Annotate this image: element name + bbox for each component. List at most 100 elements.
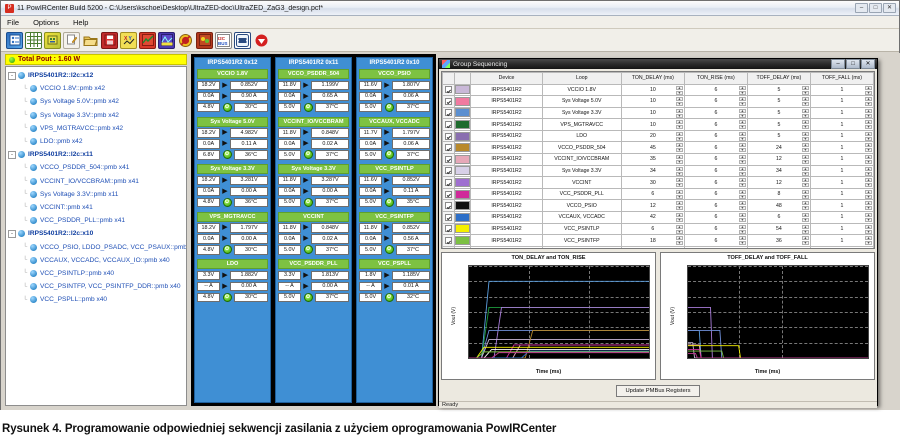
fault-stop-icon[interactable] [177,32,194,49]
menu-item-options[interactable]: Options [33,17,59,27]
table-row[interactable]: IRPS5401R2 LDO 20 ▲ ▼ 6 ▲ ▼ 5 ▲ ▼ 1 ▲ ▼ [442,129,874,143]
row-toff-delay[interactable]: 34 ▲ ▼ [746,164,811,178]
spinner-control[interactable]: ▲▼ [738,247,746,248]
row-ton-rise[interactable]: 6▲▼ [683,176,748,189]
row-ton-rise[interactable]: 6▲▼ [683,222,748,236]
spinner-control[interactable]: ▲▼ [675,189,683,199]
rail-block[interactable]: VCC_PSINTLP 11.6V ▶ 0.852V 0.0A ▶ 0.11 A 5.0V ⏻ 3… [357,163,432,211]
row-color-swatch[interactable] [454,199,472,213]
tree-expand-toggle[interactable]: - [8,150,16,159]
table-row[interactable]: IRPS5401R2 VCCO_PSDDR_504 45 ▲ ▼ 6 ▲ ▼ 24 ▲ ▼ 1 ▲ ▼ [442,141,874,155]
tree-rail-node[interactable]: └ VCCIO 1.8V::pmb x42 [8,82,186,95]
table-column-header[interactable] [442,72,456,85]
tree-rail-node[interactable]: └ VCC_PSDDR_PLL::pmb x41 [8,214,186,227]
minimize-button[interactable]: – [855,3,868,13]
spinner-control[interactable]: ▲▼ [801,213,809,223]
table-row[interactable]: IRPS5401R2 Sys Voltage 3.3V 34 ▲ ▼ 6 ▲ ▼ 34 ▲ ▼ 1 ▲ ▼ [442,164,874,178]
maximize-button[interactable]: □ [869,3,882,13]
row-enable-checkbox[interactable] [442,129,456,143]
spinner-control[interactable]: ▲▼ [801,120,809,130]
table-row[interactable]: IRPS5401R2 VCCO_PSIO 12 ▲ ▼ 6 ▲ ▼ 48 ▲ ▼ 1 ▲ ▼ [442,199,874,213]
spinner-control[interactable]: ▲▼ [675,120,683,130]
power-on-icon[interactable]: ⏻ [222,245,233,255]
spinner-control[interactable]: ▲▼ [865,143,872,153]
row-ton-delay[interactable]: 45 ▲ ▼ [620,141,685,155]
row-color-swatch[interactable] [454,176,472,189]
spinner-control[interactable]: ▲▼ [675,108,683,118]
row-ton-rise[interactable]: 6▲▼ [683,164,748,178]
row-enable-checkbox[interactable] [442,95,456,108]
spinner-control[interactable]: ▲▼ [738,85,746,95]
row-ton-rise[interactable]: 6▲▼ [683,153,748,166]
spinner-control[interactable]: ▲▼ [675,166,683,176]
spinner-control[interactable]: ▲▼ [865,247,872,248]
rail-block[interactable]: VCCINT 11.8V ▶ 0.848V 0.0A ▶ 0.02 A 5.0V ⏻ 37°C [276,211,351,259]
spinner-control[interactable]: ▲▼ [801,178,809,188]
row-toff-fall[interactable]: 1▲▼ [809,141,874,155]
spinner-control[interactable]: ▲▼ [801,108,809,118]
tree-rail-node[interactable]: └ VCC_PSPLL::pmb x40 [8,293,186,306]
spinner-control[interactable]: ▲▼ [801,97,809,107]
row-ton-delay[interactable]: 10 ▲ ▼ [620,118,685,131]
rail-block[interactable]: VCCIO 1.8V 18.2V ▶ 0.852V 0.0A ▶ 0.90 A 4.8V ⏻ 30… [195,68,270,116]
spinner-control[interactable]: ▲▼ [675,201,683,211]
row-enable-checkbox[interactable] [442,176,456,189]
spinner-control[interactable]: ▲▼ [675,143,683,153]
rail-block[interactable]: VCCAUX, VCCADC 11.7V ▶ 1.797V 0.0A ▶ 0.06 A 5.0… [357,116,432,164]
tree-rail-node[interactable]: └ VPS_MGTRAVCC::pmb x42 [8,122,186,135]
table-row[interactable]: IRPS5401R2 Sys Voltage 5.0V 10 ▲ ▼ 6 ▲ ▼ 5 ▲ ▼ 1 ▲ ▼ [442,95,874,108]
spinner-control[interactable]: ▲▼ [738,155,746,165]
new-project-icon[interactable] [6,31,23,49]
row-ton-delay[interactable]: 6▲▼ [620,222,685,236]
row-toff-delay[interactable]: 5 ▲ ▼ [746,106,811,120]
spinner-control[interactable]: ▲▼ [865,131,872,141]
row-enable-checkbox[interactable] [442,211,456,224]
power-on-icon[interactable]: ⏻ [384,102,395,113]
tree-device-node[interactable]: - IRPS5401R2::I2c:x10 [8,227,186,240]
tree-expand-toggle[interactable]: - [8,71,16,80]
row-enable-checkbox[interactable] [442,187,456,201]
row-ton-delay[interactable]: 10 ▲ ▼ [620,83,685,97]
spinner-control[interactable]: ▲▼ [801,131,809,141]
row-ton-rise[interactable]: 6▲▼ [683,95,748,108]
row-ton-delay[interactable]: 35 ▲ ▼ [620,153,685,166]
spinner-control[interactable]: ▲▼ [801,236,809,246]
rail-block[interactable]: VCC_PSPLL 1.8V ▶ 1.185V -- A ▶ 0.01 A 5.0V ⏻ 32°C [357,258,432,306]
row-ton-rise[interactable]: 6▲▼ [683,187,748,201]
row-color-swatch[interactable] [454,234,472,247]
tree-expand-toggle[interactable]: - [8,229,16,238]
tree-rail-node[interactable]: └ VCCO_PSDDR_504::pmb x41 [8,161,186,174]
row-ton-rise[interactable]: 6▲▼ [683,245,748,248]
row-ton-delay[interactable]: 6▲▼ [620,187,685,201]
spinner-control[interactable]: ▲▼ [865,155,872,165]
table-row[interactable]: IRPS5401R2 VCC_PSINTLP 6 ▲ ▼ 6 ▲ ▼ 54 ▲ ▼ 1 ▲ ▼ [442,222,874,236]
table-column-header[interactable]: Loop [541,72,622,85]
table-row[interactable]: IRPS5401R2 VCCIO 1.8V 10 ▲ ▼ 6 ▲ ▼ 5 ▲ ▼ 1 ▲ ▼ [442,83,874,97]
i2c-bus-icon[interactable]: I2C BUS [215,31,232,49]
tree-rail-node[interactable]: └ Sys Voltage 3.3V::pmb x11 [8,188,186,201]
row-toff-fall[interactable]: 1▲▼ [809,211,874,224]
row-enable-checkbox[interactable] [442,118,456,131]
spinner-control[interactable]: ▲▼ [675,131,683,141]
power-on-icon[interactable]: ⏻ [303,102,314,113]
rail-block[interactable]: VPS_MGTRAVCC 18.2V ▶ 1.797V 0.0A ▶ 0.00 A 4.8V ⏻… [195,211,270,259]
row-ton-delay[interactable]: 6▲▼ [620,245,685,248]
row-toff-delay[interactable]: 5 ▲ ▼ [746,83,811,97]
table-column-header[interactable]: TOFF_FALL (ms) [809,72,874,85]
row-ton-delay[interactable]: 20 ▲ ▼ [620,129,685,143]
row-toff-fall[interactable]: 1▲▼ [809,234,874,247]
row-color-swatch[interactable] [454,129,472,143]
spinner-control[interactable]: ▲▼ [738,189,746,199]
row-ton-delay[interactable]: 34 ▲ ▼ [620,164,685,178]
row-ton-delay[interactable]: 42 ▲ ▼ [620,211,685,224]
row-ton-rise[interactable]: 6▲▼ [683,118,748,131]
dialog-maximize-button[interactable]: □ [846,59,860,69]
row-toff-delay[interactable]: 5 ▲ ▼ [746,129,811,143]
spinner-control[interactable]: ▲▼ [865,85,872,95]
spinner-control[interactable]: ▲▼ [738,213,746,223]
spinner-control[interactable]: ▲▼ [801,155,809,165]
spinner-control[interactable]: ▲▼ [801,85,809,95]
table-column-header[interactable] [454,72,472,85]
update-pmbus-registers-button[interactable]: Update PMBus Registers [616,385,700,397]
